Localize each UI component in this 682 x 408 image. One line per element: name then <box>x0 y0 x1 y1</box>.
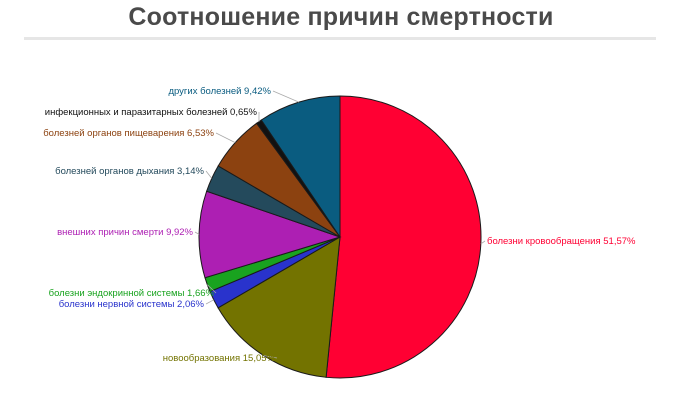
leader-line-7 <box>215 132 236 144</box>
slice-label-1: болезни кровообращения 51,57% <box>487 236 636 247</box>
pie-slice-2 <box>217 236 341 378</box>
slice-label-9: других болезней 9,42% <box>168 86 271 97</box>
slice-label-8: инфекционных и паразитарных болезней 0,6… <box>45 107 258 118</box>
pie-slice-1 <box>325 95 482 379</box>
slice-label-3: болезни нервной системы 2,06% <box>59 299 205 310</box>
leader-line-3 <box>205 299 214 305</box>
title-divider <box>24 37 656 40</box>
slice-label-7: болезней органов пищеварения 6,53% <box>43 128 214 139</box>
slice-label-5: внешних причин смерти 9,92% <box>57 227 193 238</box>
slice-label-2: новообразования 15,05% <box>163 353 276 364</box>
leader-line-1 <box>480 240 486 245</box>
leader-line-9 <box>272 90 300 103</box>
leader-line-5 <box>194 231 200 235</box>
leader-line-2 <box>263 355 278 359</box>
pie-slice-9 <box>260 95 341 239</box>
slice-label-4: болезни эндокринной системы 1,66% <box>49 288 215 299</box>
slice-label-6: болезней органов дыхания 3,14% <box>55 166 204 177</box>
leader-line-6 <box>205 170 213 179</box>
pie-slice-5 <box>198 190 342 279</box>
leader-line-4 <box>207 284 217 294</box>
chart-title: Соотношение причин смертности <box>128 3 554 31</box>
